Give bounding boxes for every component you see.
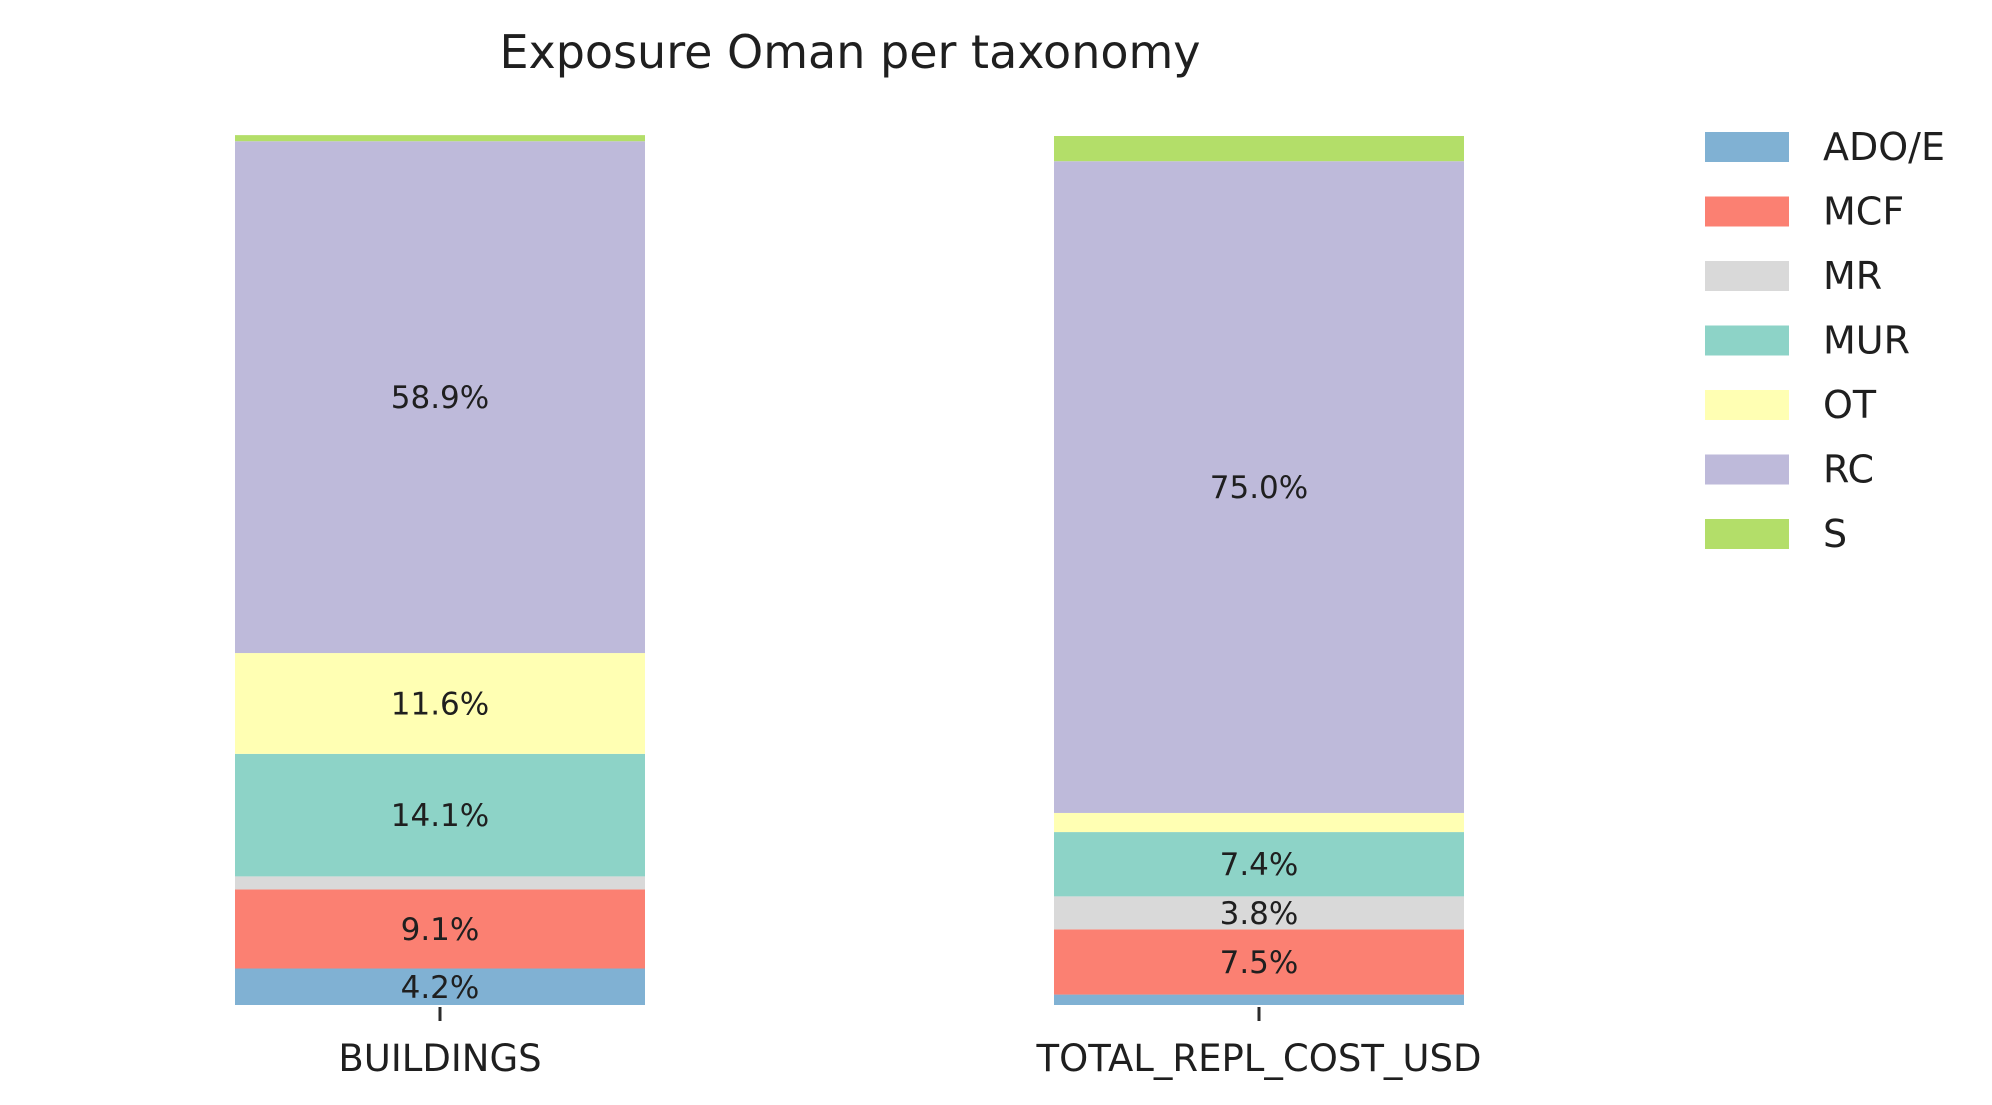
legend-label: OT xyxy=(1823,383,1877,427)
bar-segment-s-total-repl-cost-usd xyxy=(1054,136,1464,162)
bar-segment-s-buildings xyxy=(235,135,645,142)
legend: ADO/E MCF MR MUR OT RC S xyxy=(1705,125,1945,556)
x-tick-label: TOTAL_REPL_COST_USD xyxy=(1036,1037,1482,1080)
legend-label: ADO/E xyxy=(1823,125,1945,169)
bar-segment-ot-total-repl-cost-usd xyxy=(1054,812,1464,833)
data-label: 3.8% xyxy=(1220,896,1299,932)
legend-label: MUR xyxy=(1823,319,1910,363)
bar-segment-ado-e-buildings xyxy=(235,968,645,1005)
legend-label: S xyxy=(1823,512,1847,556)
legend-swatch xyxy=(1705,325,1789,356)
legend-swatch xyxy=(1705,454,1789,485)
data-label: 75.0% xyxy=(1210,470,1308,506)
bar-segment-mr-buildings xyxy=(235,876,645,890)
legend-label: MCF xyxy=(1823,190,1904,234)
bar-segment-mur-buildings xyxy=(235,753,645,877)
bar-segment-ado-e-total-repl-cost-usd xyxy=(1054,994,1464,1005)
legend-label: MR xyxy=(1823,254,1882,298)
legend-swatch xyxy=(1705,261,1789,291)
bar-segment-mcf-total-repl-cost-usd xyxy=(1054,929,1464,995)
bar-segment-rc-buildings xyxy=(235,141,645,654)
x-axis: BUILDINGS TOTAL_REPL_COST_USD xyxy=(338,1007,1482,1080)
data-label: 14.1% xyxy=(391,798,489,834)
chart-title: Exposure Oman per taxonomy xyxy=(499,25,1200,79)
legend-label: RC xyxy=(1823,448,1874,492)
data-label: 7.5% xyxy=(1220,945,1299,981)
legend-swatch xyxy=(1705,390,1789,420)
legend-swatch xyxy=(1705,196,1789,227)
data-label: 9.1% xyxy=(401,912,480,948)
legend-swatch xyxy=(1705,519,1789,549)
data-label: 11.6% xyxy=(391,686,489,722)
bar-segment-mr-total-repl-cost-usd xyxy=(1054,896,1464,930)
data-label: 4.2% xyxy=(401,970,480,1006)
data-label: 58.9% xyxy=(391,380,489,416)
data-labels-layer: 4.2% 9.1% 14.1% 11.6% 58.9% 7.5% 3.8% 7.4% 75.0% xyxy=(391,380,1308,1006)
bar-segment-rc-total-repl-cost-usd xyxy=(1054,161,1464,813)
data-label: 7.4% xyxy=(1220,847,1299,883)
bars-layer xyxy=(235,135,1464,1005)
bar-segment-mur-total-repl-cost-usd xyxy=(1054,832,1464,897)
bar-segment-mcf-buildings xyxy=(235,889,645,969)
x-tick-label: BUILDINGS xyxy=(338,1037,541,1080)
bar-segment-ot-buildings xyxy=(235,653,645,754)
legend-swatch xyxy=(1705,132,1789,162)
